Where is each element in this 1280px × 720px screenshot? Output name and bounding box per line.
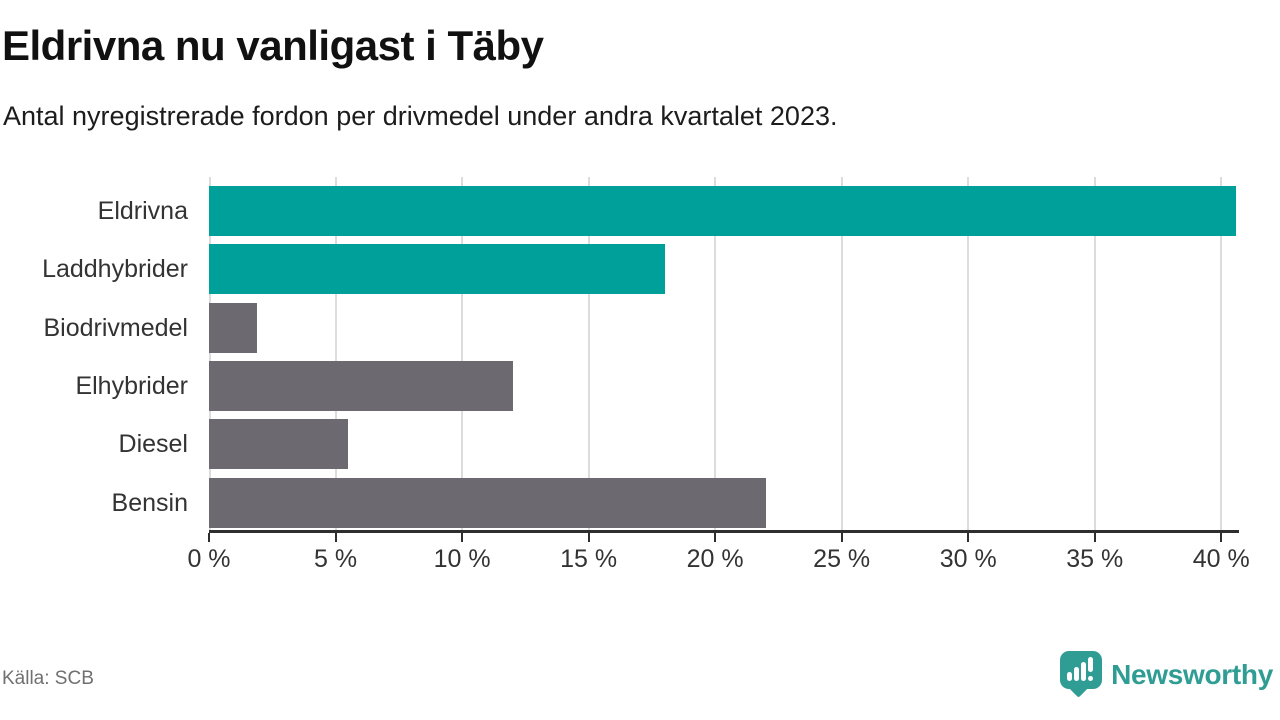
- tick-label-20: 20 %: [686, 545, 744, 573]
- chart-title: Eldrivna nu vanligast i Täby: [2, 22, 544, 69]
- axis-tick-15: [587, 533, 590, 542]
- logo-exclamation-stem: [1088, 656, 1094, 672]
- axis-tick-40: [1220, 533, 1223, 542]
- tick-label-0: 0 %: [187, 545, 231, 573]
- category-label-elhybrider: Elhybrider: [75, 371, 188, 400]
- tick-label-35: 35 %: [1066, 545, 1124, 573]
- logo-wordmark: Newsworthy: [1111, 658, 1273, 690]
- axis-tick-35: [1093, 533, 1096, 542]
- source-label: Källa: SCB: [2, 668, 94, 689]
- category-label-bensin: Bensin: [111, 488, 188, 517]
- newsworthy-logo: Newsworthy: [1060, 649, 1273, 699]
- logo-bar-medium: [1074, 666, 1080, 681]
- tick-label-5: 5 %: [313, 545, 358, 573]
- bar-bensin: [209, 477, 766, 528]
- bar-elhybrider: [209, 360, 513, 411]
- axis-tick-5: [334, 533, 337, 542]
- tick-label-10: 10 %: [433, 545, 491, 573]
- gridline-10: [461, 177, 464, 530]
- gridline-5: [334, 177, 337, 530]
- axis-tick-30: [967, 533, 970, 542]
- chart-subtitle: Antal nyregistrerade fordon per drivmede…: [3, 101, 838, 131]
- category-label-biodrivmedel: Biodrivmedel: [43, 313, 188, 342]
- bar-diesel: [209, 419, 349, 470]
- logo-bar-small: [1067, 671, 1073, 681]
- gridline-40: [1220, 177, 1223, 530]
- axis-tick-20: [714, 533, 717, 542]
- logo-exclamation-dot: [1088, 675, 1094, 681]
- logo-bar-large: [1081, 661, 1087, 681]
- category-axis: Eldrivna Laddhybrider Biodrivmedel Elhybrid…: [0, 177, 188, 530]
- tick-label-30: 30 %: [939, 545, 997, 573]
- axis-tick-0: [208, 533, 210, 542]
- gridline-30: [967, 177, 970, 530]
- tick-label-40: 40 %: [1192, 545, 1250, 573]
- gridline-0: [209, 177, 211, 530]
- gridline-20: [714, 177, 717, 530]
- bar-chart-plot-area: 0 % 5 % 10 % 15 % 20 % 25 % 30 % 35 % 40 %: [187, 177, 1250, 573]
- bar-laddhybrider: [209, 244, 665, 295]
- category-label-diesel: Diesel: [118, 430, 188, 459]
- gridline-35: [1093, 177, 1096, 530]
- category-label-laddhybrider: Laddhybrider: [42, 255, 188, 284]
- gridline-15: [587, 177, 590, 530]
- tick-label-25: 25 %: [813, 545, 871, 573]
- gridline-25: [840, 177, 843, 530]
- bar-eldrivna: [209, 185, 1237, 236]
- newsworthy-speech-bubble-chart-icon: [1060, 650, 1103, 698]
- tick-label-15: 15 %: [560, 545, 618, 573]
- category-label-eldrivna: Eldrivna: [97, 196, 188, 225]
- bar-biodrivmedel: [209, 302, 258, 353]
- axis-tick-10: [461, 533, 464, 542]
- axis-tick-25: [840, 533, 843, 542]
